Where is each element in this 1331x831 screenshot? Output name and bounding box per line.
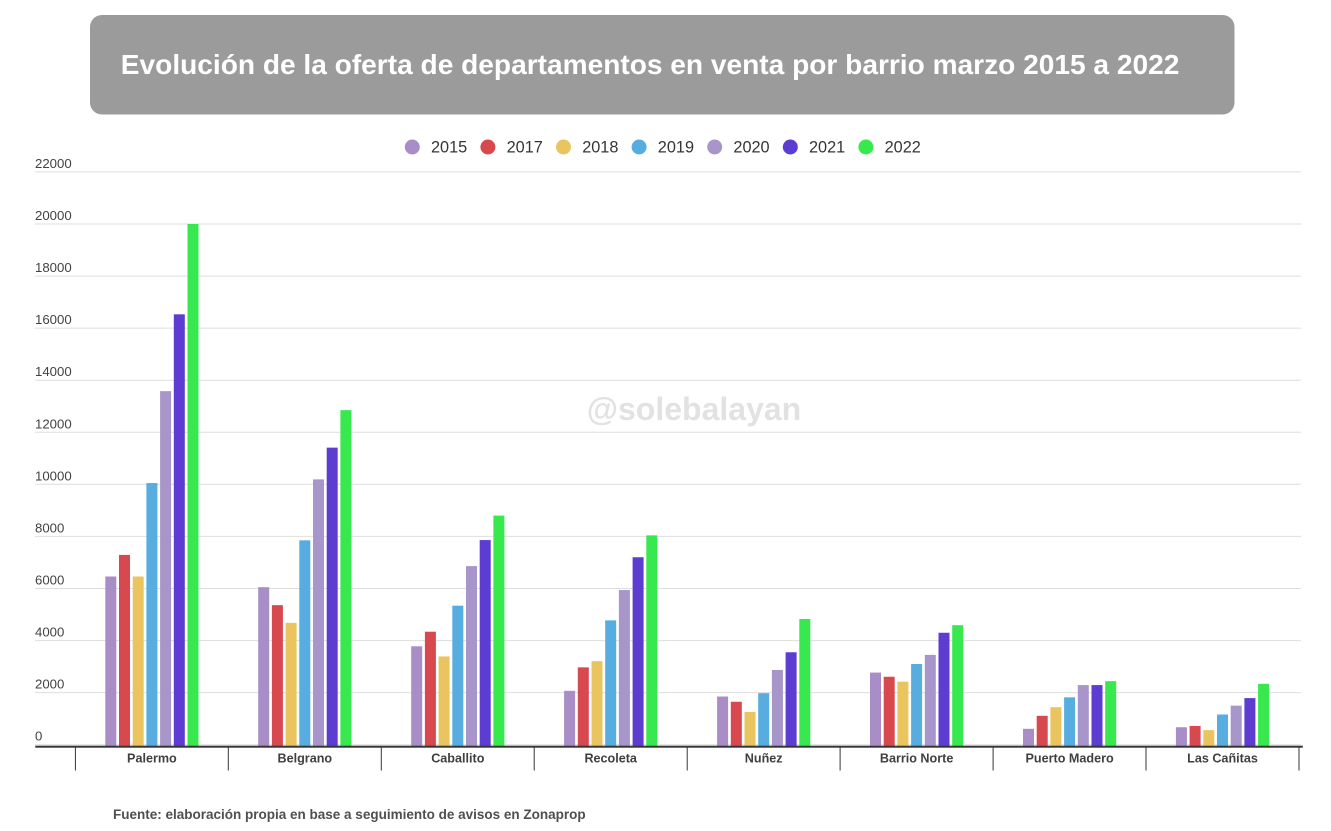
svg-text:2015: 2015 [431, 139, 467, 157]
svg-text:12000: 12000 [35, 416, 72, 431]
svg-text:Las Cañitas: Las Cañitas [1187, 752, 1258, 766]
svg-text:2021: 2021 [809, 139, 845, 157]
svg-text:@solebalayan: @solebalayan [587, 391, 801, 427]
svg-text:2000: 2000 [35, 677, 64, 692]
svg-text:8000: 8000 [35, 520, 64, 535]
svg-text:Barrio Norte: Barrio Norte [880, 752, 953, 766]
svg-text:16000: 16000 [35, 312, 72, 327]
svg-text:14000: 14000 [35, 364, 72, 379]
svg-text:Recoleta: Recoleta [584, 752, 637, 766]
svg-text:Belgrano: Belgrano [278, 752, 333, 766]
svg-text:2019: 2019 [658, 139, 694, 157]
svg-text:20000: 20000 [35, 208, 72, 223]
svg-text:Caballito: Caballito [431, 752, 484, 766]
svg-text:4000: 4000 [35, 625, 64, 640]
svg-text:2022: 2022 [885, 139, 921, 157]
svg-text:Fuente: elaboración propia en: Fuente: elaboración propia en base a seg… [113, 807, 586, 822]
svg-text:22000: 22000 [35, 156, 72, 171]
svg-text:6000: 6000 [35, 573, 64, 588]
svg-text:2018: 2018 [582, 139, 618, 157]
svg-text:0: 0 [35, 729, 42, 744]
svg-text:2017: 2017 [507, 139, 543, 157]
svg-text:18000: 18000 [35, 260, 72, 275]
svg-text:Nuñez: Nuñez [745, 752, 783, 766]
svg-text:Palermo: Palermo [127, 752, 177, 766]
svg-text:Evolución de la oferta de depa: Evolución de la oferta de departamentos … [121, 49, 1180, 80]
svg-text:2020: 2020 [733, 139, 769, 157]
svg-text:10000: 10000 [35, 468, 72, 483]
svg-text:Puerto Madero: Puerto Madero [1026, 752, 1114, 766]
